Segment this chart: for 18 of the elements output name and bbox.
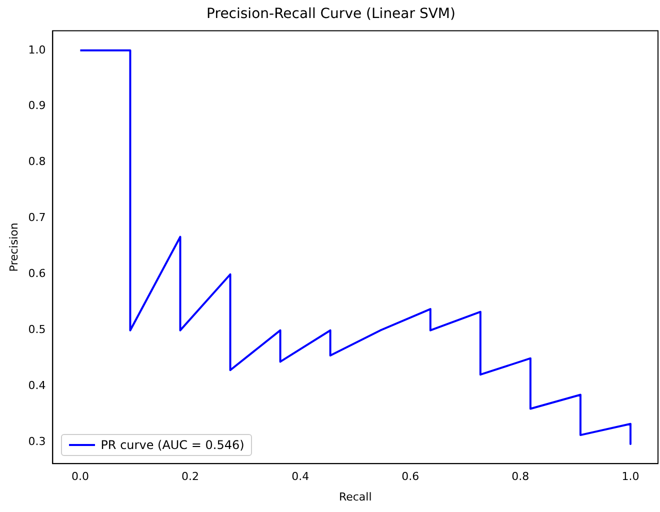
chart-title: Precision-Recall Curve (Linear SVM)	[206, 6, 456, 22]
y-tick-label: 0.8	[28, 155, 46, 168]
y-tick-label: 0.3	[28, 435, 46, 448]
y-tick-label: 1.0	[28, 43, 46, 56]
y-tick-label: 0.9	[28, 99, 46, 112]
y-axis-title: Precision	[7, 222, 20, 272]
y-tick-label: 0.6	[28, 267, 46, 280]
legend-label: PR curve (AUC = 0.546)	[100, 438, 244, 452]
x-tick-label: 0.4	[292, 470, 310, 484]
y-tick-label: 0.4	[28, 379, 46, 392]
x-tick-label: 0.0	[71, 470, 89, 484]
y-tick-label: 0.7	[28, 211, 46, 224]
x-tick-label: 0.2	[182, 470, 200, 484]
y-tick-label: 0.5	[28, 323, 46, 336]
x-tick-label: 0.6	[402, 470, 420, 484]
x-tick-label: 0.8	[512, 470, 530, 484]
x-tick-label: 1.0	[622, 470, 640, 484]
x-axis-title: Recall	[338, 490, 372, 504]
